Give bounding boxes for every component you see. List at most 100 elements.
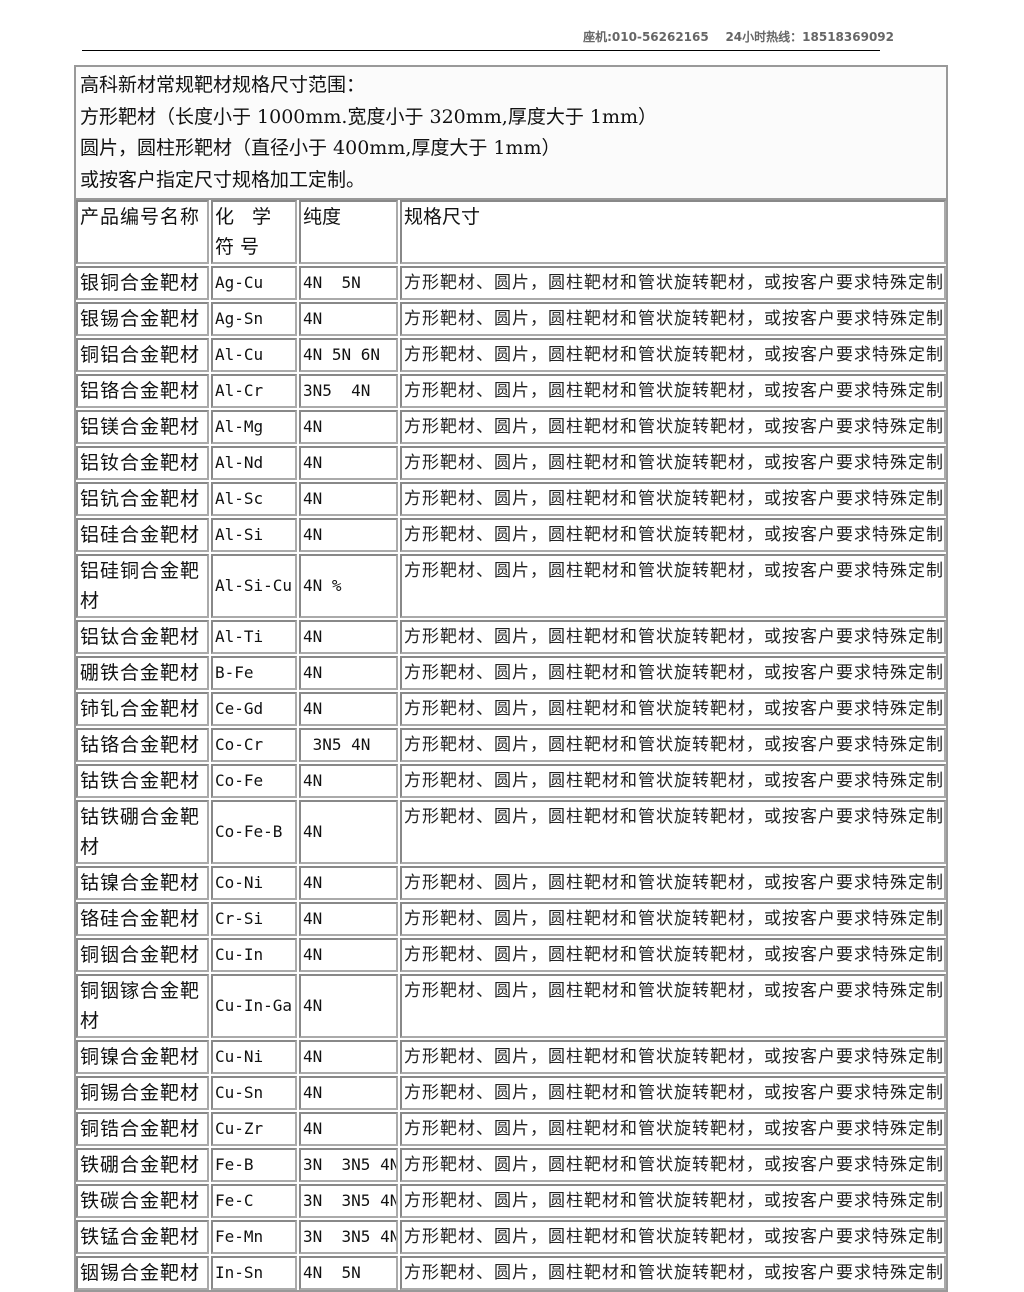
intro-line: 方形靶材（长度小于 1000mm.宽度小于 320mm,厚度大于 1mm）	[80, 105, 658, 128]
product-name: 铬硅合金靶材	[76, 902, 209, 936]
chemical-symbol: Al-Nd	[211, 446, 297, 480]
spec-size: 方形靶材、圆片，圆柱靶材和管状旋转靶材，或按客户要求特殊定制	[400, 1148, 946, 1182]
table-header-row: 产品编号名称 化 学 符号 纯度 规格尺寸	[76, 200, 946, 264]
spec-size: 方形靶材、圆片，圆柱靶材和管状旋转靶材，或按客户要求特殊定制	[400, 1076, 946, 1110]
chemical-symbol: In-Sn	[211, 1256, 297, 1290]
spec-size: 方形靶材、圆片，圆柱靶材和管状旋转靶材，或按客户要求特殊定制	[400, 692, 946, 726]
product-name: 铁硼合金靶材	[76, 1148, 209, 1182]
table-row: 铝钛合金靶材 Al-Ti 4N 方形靶材、圆片，圆柱靶材和管状旋转靶材，或按客户要求特…	[76, 620, 946, 654]
header-purity: 纯度	[299, 200, 398, 264]
product-name: 铈钆合金靶材	[76, 692, 209, 726]
purity: 4N	[299, 518, 398, 552]
chemical-symbol: Cu-In	[211, 938, 297, 972]
product-name: 铝铬合金靶材	[76, 374, 209, 408]
spec-size: 方形靶材、圆片，圆柱靶材和管状旋转靶材，或按客户要求特殊定制	[400, 938, 946, 972]
table-row: 铜铝合金靶材 Al-Cu 4N 5N 6N 方形靶材、圆片，圆柱靶材和管状旋转靶材，或…	[76, 338, 946, 372]
product-table: 产品编号名称 化 学 符号 纯度 规格尺寸 银铜合金靶材 Ag-Cu 4N 5N 方形…	[74, 198, 948, 1292]
chemical-symbol: Cu-In-Ga	[211, 974, 297, 1038]
intro-line: 高科新材常规靶材规格尺寸范围：	[80, 74, 366, 96]
spec-size: 方形靶材、圆片，圆柱靶材和管状旋转靶材，或按客户要求特殊定制	[400, 410, 946, 444]
table-row: 铝钪合金靶材 Al-Sc 4N 方形靶材、圆片，圆柱靶材和管状旋转靶材，或按客户要求特…	[76, 482, 946, 516]
purity: 4N	[299, 1076, 398, 1110]
product-name: 铜锡合金靶材	[76, 1076, 209, 1110]
table-row: 铁锰合金靶材 Fe-Mn 3N 3N5 4N 方形靶材、圆片，圆柱靶材和管状旋转靶材，…	[76, 1220, 946, 1254]
chemical-symbol: Al-Sc	[211, 482, 297, 516]
chemical-symbol: Al-Cr	[211, 374, 297, 408]
table-row: 铝铬合金靶材 Al-Cr 3N5 4N 方形靶材、圆片，圆柱靶材和管状旋转靶材，或按客…	[76, 374, 946, 408]
table-row: 铝硅铜合金靶材 Al-Si-Cu 4N % 方形靶材、圆片，圆柱靶材和管状旋转靶材，或…	[76, 554, 946, 618]
chemical-symbol: Al-Ti	[211, 620, 297, 654]
product-name: 铝硅铜合金靶材	[76, 554, 209, 618]
purity: 4N	[299, 1112, 398, 1146]
table-row: 铬硅合金靶材 Cr-Si 4N 方形靶材、圆片，圆柱靶材和管状旋转靶材，或按客户要求特…	[76, 902, 946, 936]
table-row: 硼铁合金靶材 B-Fe 4N 方形靶材、圆片，圆柱靶材和管状旋转靶材，或按客户要求特殊…	[76, 656, 946, 690]
table-row: 银铜合金靶材 Ag-Cu 4N 5N 方形靶材、圆片，圆柱靶材和管状旋转靶材，或按客户…	[76, 266, 946, 300]
purity: 4N	[299, 764, 398, 798]
purity: 4N 5N	[299, 1256, 398, 1290]
purity: 4N	[299, 974, 398, 1038]
product-name: 铟锡合金靶材	[76, 1256, 209, 1290]
spec-size: 方形靶材、圆片，圆柱靶材和管状旋转靶材，或按客户要求特殊定制	[400, 800, 946, 864]
table-row: 铜锡合金靶材 Cu-Sn 4N 方形靶材、圆片，圆柱靶材和管状旋转靶材，或按客户要求特…	[76, 1076, 946, 1110]
chemical-symbol: Cu-Sn	[211, 1076, 297, 1110]
purity: 4N	[299, 656, 398, 690]
purity: 4N 5N	[299, 266, 398, 300]
spec-size: 方形靶材、圆片，圆柱靶材和管状旋转靶材，或按客户要求特殊定制	[400, 902, 946, 936]
intro-section: 高科新材常规靶材规格尺寸范围： 方形靶材（长度小于 1000mm.宽度小于 32…	[76, 67, 946, 200]
spec-size: 方形靶材、圆片，圆柱靶材和管状旋转靶材，或按客户要求特殊定制	[400, 1040, 946, 1074]
purity: 4N	[299, 938, 398, 972]
spec-size: 方形靶材、圆片，圆柱靶材和管状旋转靶材，或按客户要求特殊定制	[400, 266, 946, 300]
spec-size: 方形靶材、圆片，圆柱靶材和管状旋转靶材，或按客户要求特殊定制	[400, 1256, 946, 1290]
product-name: 铝钪合金靶材	[76, 482, 209, 516]
purity: 3N5 4N	[299, 728, 398, 762]
table-row: 铜镍合金靶材 Cu-Ni 4N 方形靶材、圆片，圆柱靶材和管状旋转靶材，或按客户要求特…	[76, 1040, 946, 1074]
product-name: 钴铁硼合金靶材	[76, 800, 209, 864]
spec-size: 方形靶材、圆片，圆柱靶材和管状旋转靶材，或按客户要求特殊定制	[400, 1220, 946, 1254]
product-name: 铜铟合金靶材	[76, 938, 209, 972]
header-name: 产品编号名称	[76, 200, 209, 264]
purity: 4N	[299, 1040, 398, 1074]
chemical-symbol: Al-Si	[211, 518, 297, 552]
product-name: 铁碳合金靶材	[76, 1184, 209, 1218]
spec-size: 方形靶材、圆片，圆柱靶材和管状旋转靶材，或按客户要求特殊定制	[400, 620, 946, 654]
intro-line: 或按客户指定尺寸规格加工定制。	[80, 168, 366, 191]
chemical-symbol: Cr-Si	[211, 902, 297, 936]
chemical-symbol: Al-Si-Cu	[211, 554, 297, 618]
page-header: 座机:010-56262165 24小时热线：18518369092	[82, 28, 894, 51]
table-row: 铝钕合金靶材 Al-Nd 4N 方形靶材、圆片，圆柱靶材和管状旋转靶材，或按客户要求特…	[76, 446, 946, 480]
product-name: 铜铟镓合金靶材	[76, 974, 209, 1038]
chemical-symbol: Fe-Mn	[211, 1220, 297, 1254]
purity: 4N	[299, 902, 398, 936]
spec-size: 方形靶材、圆片，圆柱靶材和管状旋转靶材，或按客户要求特殊定制	[400, 974, 946, 1038]
contact-info: 座机:010-56262165 24小时热线：18518369092	[583, 30, 894, 44]
product-name: 铝钕合金靶材	[76, 446, 209, 480]
table-row: 铁硼合金靶材 Fe-B 3N 3N5 4N 方形靶材、圆片，圆柱靶材和管状旋转靶材，或…	[76, 1148, 946, 1182]
chemical-symbol: Co-Ni	[211, 866, 297, 900]
chemical-symbol: Co-Cr	[211, 728, 297, 762]
spec-size: 方形靶材、圆片，圆柱靶材和管状旋转靶材，或按客户要求特殊定制	[400, 482, 946, 516]
table-row: 铝硅合金靶材 Al-Si 4N 方形靶材、圆片，圆柱靶材和管状旋转靶材，或按客户要求特…	[76, 518, 946, 552]
purity: 4N	[299, 620, 398, 654]
table-row: 钴铁硼合金靶材 Co-Fe-B 4N 方形靶材、圆片，圆柱靶材和管状旋转靶材，或按客户…	[76, 800, 946, 864]
table-row: 铟锡合金靶材 In-Sn 4N 5N 方形靶材、圆片，圆柱靶材和管状旋转靶材，或按客户…	[76, 1256, 946, 1290]
product-name: 钴铁合金靶材	[76, 764, 209, 798]
spec-size: 方形靶材、圆片，圆柱靶材和管状旋转靶材，或按客户要求特殊定制	[400, 656, 946, 690]
purity: 4N	[299, 302, 398, 336]
table-row: 铜铟镓合金靶材 Cu-In-Ga 4N 方形靶材、圆片，圆柱靶材和管状旋转靶材，或按客…	[76, 974, 946, 1038]
product-name: 铁锰合金靶材	[76, 1220, 209, 1254]
product-name: 硼铁合金靶材	[76, 656, 209, 690]
product-name: 银铜合金靶材	[76, 266, 209, 300]
purity: 4N	[299, 866, 398, 900]
purity: 4N 5N 6N	[299, 338, 398, 372]
chemical-symbol: Co-Fe-B	[211, 800, 297, 864]
header-symbol: 化 学 符号	[211, 200, 297, 264]
purity: 4N	[299, 446, 398, 480]
spec-size: 方形靶材、圆片，圆柱靶材和管状旋转靶材，或按客户要求特殊定制	[400, 866, 946, 900]
chemical-symbol: Cu-Ni	[211, 1040, 297, 1074]
table-row: 铈钆合金靶材 Ce-Gd 4N 方形靶材、圆片，圆柱靶材和管状旋转靶材，或按客户要求特…	[76, 692, 946, 726]
chemical-symbol: Al-Mg	[211, 410, 297, 444]
purity: 4N	[299, 692, 398, 726]
spec-size: 方形靶材、圆片，圆柱靶材和管状旋转靶材，或按客户要求特殊定制	[400, 374, 946, 408]
chemical-symbol: B-Fe	[211, 656, 297, 690]
table-row: 钴铁合金靶材 Co-Fe 4N 方形靶材、圆片，圆柱靶材和管状旋转靶材，或按客户要求特…	[76, 764, 946, 798]
